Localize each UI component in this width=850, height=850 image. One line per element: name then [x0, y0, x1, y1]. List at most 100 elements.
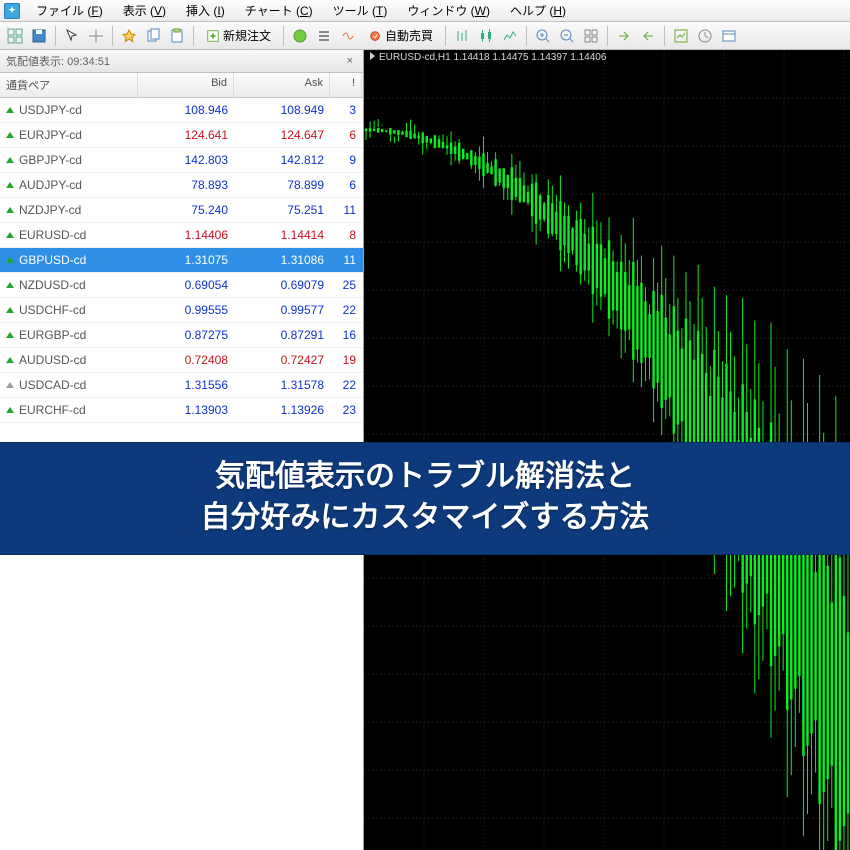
menubar: ✦ ファイル (F)表示 (V)挿入 (I)チャート (C)ツール (T)ウィン…	[0, 0, 850, 22]
menu-c[interactable]: チャート (C)	[235, 0, 323, 21]
trend-up-icon	[6, 357, 14, 363]
save-icon[interactable]	[28, 25, 50, 47]
trend-up-icon	[6, 157, 14, 163]
cursor-icon[interactable]	[61, 25, 83, 47]
zoom-out-icon[interactable]	[556, 25, 578, 47]
symbol-label: EURUSD-cd	[19, 228, 86, 242]
list-icon[interactable]	[313, 25, 335, 47]
symbol-label: EURCHF-cd	[19, 403, 86, 417]
bar-chart-icon[interactable]	[451, 25, 473, 47]
symbol-label: USDJPY-cd	[19, 103, 82, 117]
symbol-label: EURGBP-cd	[19, 328, 86, 342]
trend-up-icon	[6, 257, 14, 263]
market-row[interactable]: GBPUSD-cd1.310751.3108611	[0, 248, 363, 273]
market-row[interactable]: AUDUSD-cd0.724080.7242719	[0, 348, 363, 373]
signal-icon[interactable]	[337, 25, 359, 47]
spread-value: 3	[330, 98, 362, 122]
spread-value: 22	[330, 373, 362, 397]
menu-f[interactable]: ファイル (F)	[26, 0, 113, 21]
line-chart-icon[interactable]	[499, 25, 521, 47]
templates-icon[interactable]	[718, 25, 740, 47]
indicators-icon[interactable]	[670, 25, 692, 47]
market-row[interactable]: EURCHF-cd1.139031.1392623	[0, 398, 363, 423]
shift-icon[interactable]	[637, 25, 659, 47]
market-row[interactable]: NZDJPY-cd75.24075.25111	[0, 198, 363, 223]
trend-up-icon	[6, 182, 14, 188]
bid-value: 0.99555	[138, 298, 234, 322]
trend-up-icon	[6, 407, 14, 413]
crosshair-icon[interactable]	[85, 25, 107, 47]
symbol-label: NZDJPY-cd	[19, 203, 81, 217]
app-icon: ✦	[4, 3, 20, 19]
menu-h[interactable]: ヘルプ (H)	[500, 0, 576, 21]
symbol-label: AUDUSD-cd	[19, 353, 86, 367]
market-row[interactable]: EURGBP-cd0.872750.8729116	[0, 323, 363, 348]
bid-value: 75.240	[138, 198, 234, 222]
chart-grid-icon[interactable]	[4, 25, 26, 47]
menu-v[interactable]: 表示 (V)	[113, 0, 176, 21]
bid-value: 0.87275	[138, 323, 234, 347]
bid-value: 78.893	[138, 173, 234, 197]
symbol-label: GBPUSD-cd	[19, 253, 86, 267]
menu-t[interactable]: ツール (T)	[323, 0, 398, 21]
ask-value: 0.72427	[234, 348, 330, 372]
ask-value: 0.99577	[234, 298, 330, 322]
ask-value: 1.14414	[234, 223, 330, 247]
bid-value: 0.69054	[138, 273, 234, 297]
symbol-label: AUDJPY-cd	[19, 178, 82, 192]
market-watch-columns: 通貨ペア Bid Ask !	[0, 73, 363, 98]
bid-value: 1.31075	[138, 248, 234, 272]
market-row[interactable]: AUDJPY-cd 78.89378.8996	[0, 173, 363, 198]
menu-w[interactable]: ウィンドウ (W)	[397, 0, 500, 21]
auto-scroll-icon[interactable]	[613, 25, 635, 47]
close-icon[interactable]: ×	[343, 55, 357, 67]
trend-up-icon	[6, 107, 14, 113]
spread-value: 9	[330, 148, 362, 172]
trend-up-icon	[6, 232, 14, 238]
market-row[interactable]: USDCHF-cd0.995550.9957722	[0, 298, 363, 323]
ask-value: 1.31086	[234, 248, 330, 272]
market-watch-title: 気配値表示: 09:34:51	[6, 53, 110, 69]
ask-value: 142.812	[234, 148, 330, 172]
symbol-label: USDCHF-cd	[19, 303, 86, 317]
market-row[interactable]: GBPJPY-cd142.803142.8129	[0, 148, 363, 173]
ask-value: 1.13926	[234, 398, 330, 422]
periods-icon[interactable]	[694, 25, 716, 47]
spread-value: 23	[330, 398, 362, 422]
new-order-button[interactable]: 新規注文	[199, 25, 278, 47]
spread-value: 6	[330, 173, 362, 197]
symbol-label: USDCAD-cd	[19, 378, 86, 392]
market-row[interactable]: EURJPY-cd124.641124.6476	[0, 123, 363, 148]
ask-value: 0.69079	[234, 273, 330, 297]
bid-value: 142.803	[138, 148, 234, 172]
expert-icon[interactable]	[289, 25, 311, 47]
candle-chart-icon[interactable]	[475, 25, 497, 47]
column-bid[interactable]: Bid	[138, 73, 234, 97]
symbol-label: EURJPY-cd	[19, 128, 82, 142]
spread-value: 25	[330, 273, 362, 297]
auto-trade-button[interactable]: 自動売買	[361, 25, 440, 47]
ask-value: 0.87291	[234, 323, 330, 347]
column-symbol[interactable]: 通貨ペア	[0, 73, 138, 97]
tile-icon[interactable]	[580, 25, 602, 47]
chart-title: EURUSD-cd,H1 1.14418 1.14475 1.14397 1.1…	[370, 52, 606, 63]
column-spread[interactable]: !	[330, 73, 362, 97]
menu-i[interactable]: 挿入 (I)	[176, 0, 235, 21]
ask-value: 78.899	[234, 173, 330, 197]
market-row[interactable]: NZDUSD-cd0.690540.6907925	[0, 273, 363, 298]
favorite-icon[interactable]	[118, 25, 140, 47]
trend-up-icon	[6, 332, 14, 338]
column-ask[interactable]: Ask	[234, 73, 330, 97]
ask-value: 108.949	[234, 98, 330, 122]
trend-down-icon	[6, 382, 14, 388]
auto-trade-label: 自動売買	[385, 27, 433, 44]
market-watch-header: 気配値表示: 09:34:51 ×	[0, 50, 363, 73]
market-row[interactable]: EURUSD-cd1.144061.144148	[0, 223, 363, 248]
copy-icon[interactable]	[142, 25, 164, 47]
market-row[interactable]: USDJPY-cd108.946108.9493	[0, 98, 363, 123]
market-row[interactable]: USDCAD-cd1.315561.3157822	[0, 373, 363, 398]
paste-icon[interactable]	[166, 25, 188, 47]
overlay-banner: 気配値表示のトラブル解消法と 自分好みにカスタマイズする方法	[0, 442, 850, 555]
zoom-in-icon[interactable]	[532, 25, 554, 47]
toolbar: 新規注文 自動売買	[0, 22, 850, 50]
